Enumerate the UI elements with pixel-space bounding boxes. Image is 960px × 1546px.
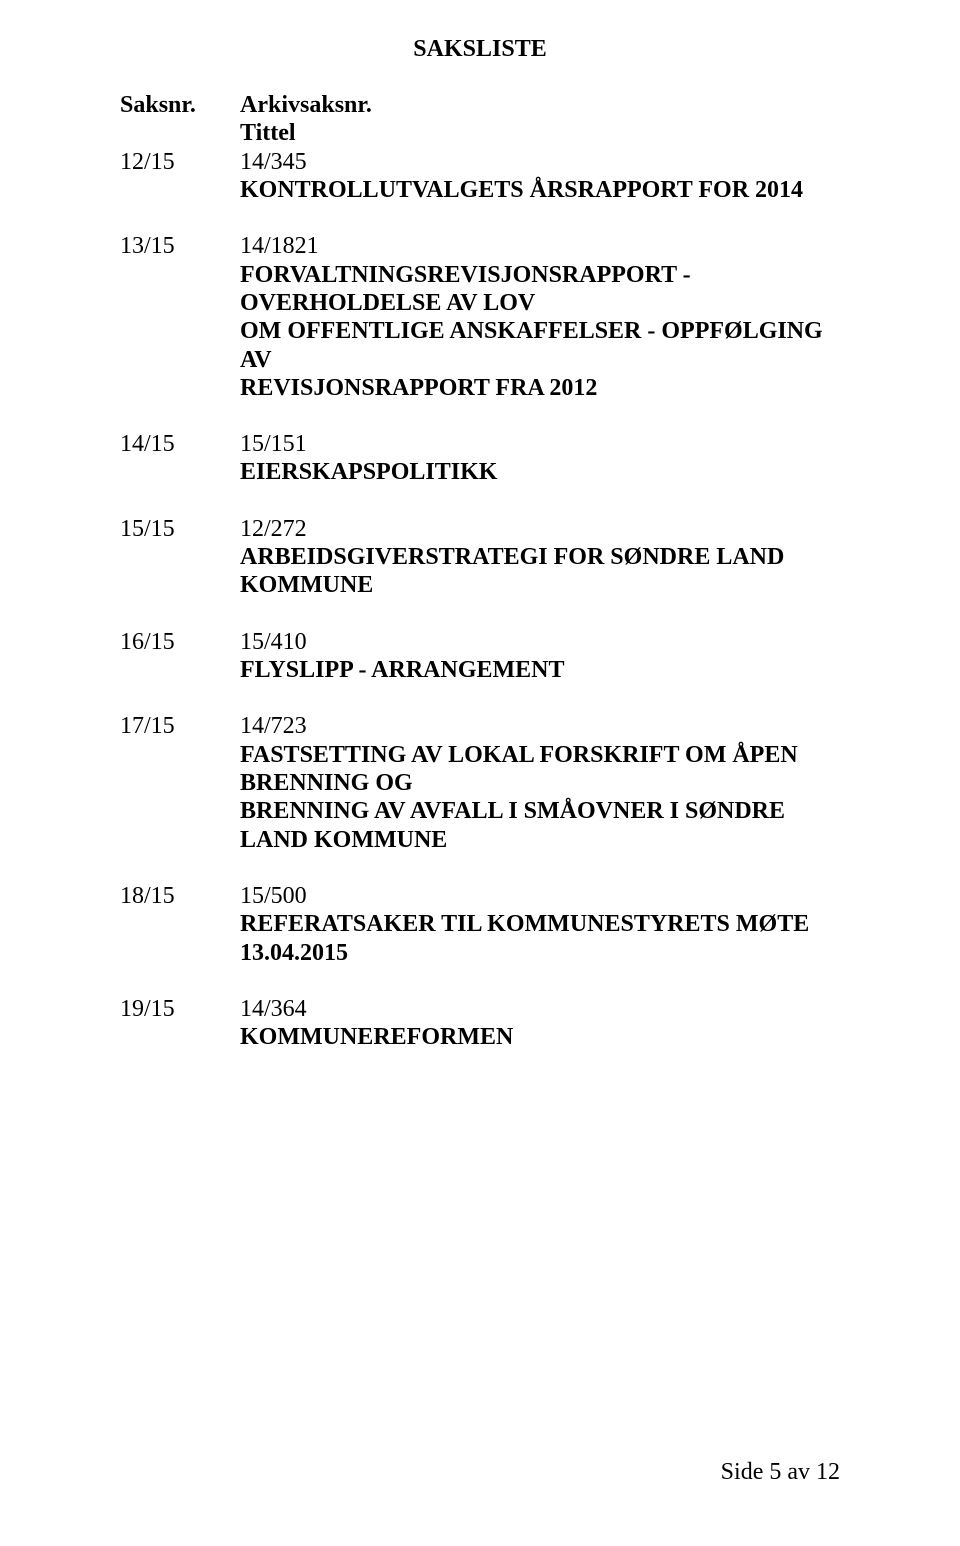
- item-numbers-row: 17/1514/723: [120, 712, 840, 740]
- header-saksnr: Saksnr.: [120, 91, 240, 119]
- item-title-line: EIERSKAPSPOLITIKK: [120, 458, 840, 486]
- list-item: 19/1514/364KOMMUNEREFORMEN: [120, 995, 840, 1052]
- header-tittel: Tittel: [240, 119, 840, 147]
- page-footer: Side 5 av 12: [721, 1459, 840, 1486]
- item-title-line: REVISJONSRAPPORT FRA 2012: [120, 374, 840, 402]
- list-item: 15/1512/272ARBEIDSGIVERSTRATEGI FOR SØND…: [120, 515, 840, 600]
- list-item: 12/1514/345KONTROLLUTVALGETS ÅRSRAPPORT …: [120, 148, 840, 205]
- arkivsaksnr: 15/410: [240, 628, 840, 656]
- saksnr: 16/15: [120, 628, 240, 656]
- saksnr: 15/15: [120, 515, 240, 543]
- saksnr: 13/15: [120, 232, 240, 260]
- item-numbers-row: 15/1512/272: [120, 515, 840, 543]
- page: SAKSLISTE Saksnr. Arkivsaksnr. Tittel 12…: [0, 0, 960, 1546]
- item-title-line: BRENNING AV AVFALL I SMÅOVNER I SØNDRE L…: [120, 797, 840, 854]
- items-container: 12/1514/345KONTROLLUTVALGETS ÅRSRAPPORT …: [120, 148, 840, 1052]
- arkivsaksnr: 14/364: [240, 995, 840, 1023]
- item-title-line: FLYSLIPP - ARRANGEMENT: [120, 656, 840, 684]
- item-title-line: KOMMUNEREFORMEN: [120, 1023, 840, 1051]
- saksnr: 17/15: [120, 712, 240, 740]
- item-numbers-row: 18/1515/500: [120, 882, 840, 910]
- item-numbers-row: 12/1514/345: [120, 148, 840, 176]
- list-item: 17/1514/723FASTSETTING AV LOKAL FORSKRIF…: [120, 712, 840, 854]
- saksnr: 18/15: [120, 882, 240, 910]
- arkivsaksnr: 14/723: [240, 712, 840, 740]
- item-title-line: FORVALTNINGSREVISJONSRAPPORT - OVERHOLDE…: [120, 261, 840, 318]
- arkivsaksnr: 14/1821: [240, 232, 840, 260]
- list-item: 14/1515/151EIERSKAPSPOLITIKK: [120, 430, 840, 487]
- header-subrow: Tittel: [120, 119, 840, 147]
- item-title-line: OM OFFENTLIGE ANSKAFFELSER - OPPFØLGING …: [120, 317, 840, 374]
- header-row: Saksnr. Arkivsaksnr.: [120, 91, 840, 119]
- saksnr: 19/15: [120, 995, 240, 1023]
- list-item: 16/1515/410FLYSLIPP - ARRANGEMENT: [120, 628, 840, 685]
- item-numbers-row: 16/1515/410: [120, 628, 840, 656]
- list-item: 18/1515/500REFERATSAKER TIL KOMMUNESTYRE…: [120, 882, 840, 967]
- arkivsaksnr: 15/500: [240, 882, 840, 910]
- item-numbers-row: 19/1514/364: [120, 995, 840, 1023]
- item-title-line: ARBEIDSGIVERSTRATEGI FOR SØNDRE LAND KOM…: [120, 543, 840, 600]
- saksnr: 14/15: [120, 430, 240, 458]
- arkivsaksnr: 14/345: [240, 148, 840, 176]
- item-title-line: KONTROLLUTVALGETS ÅRSRAPPORT FOR 2014: [120, 176, 840, 204]
- list-item: 13/1514/1821FORVALTNINGSREVISJONSRAPPORT…: [120, 232, 840, 402]
- item-title-line: FASTSETTING AV LOKAL FORSKRIFT OM ÅPEN B…: [120, 741, 840, 798]
- item-numbers-row: 14/1515/151: [120, 430, 840, 458]
- item-numbers-row: 13/1514/1821: [120, 232, 840, 260]
- header-blank: [120, 119, 240, 147]
- arkivsaksnr: 12/272: [240, 515, 840, 543]
- item-title-line: REFERATSAKER TIL KOMMUNESTYRETS MØTE 13.…: [120, 910, 840, 967]
- arkivsaksnr: 15/151: [240, 430, 840, 458]
- header-arkiv: Arkivsaksnr.: [240, 91, 840, 119]
- page-title: SAKSLISTE: [120, 36, 840, 63]
- saksnr: 12/15: [120, 148, 240, 176]
